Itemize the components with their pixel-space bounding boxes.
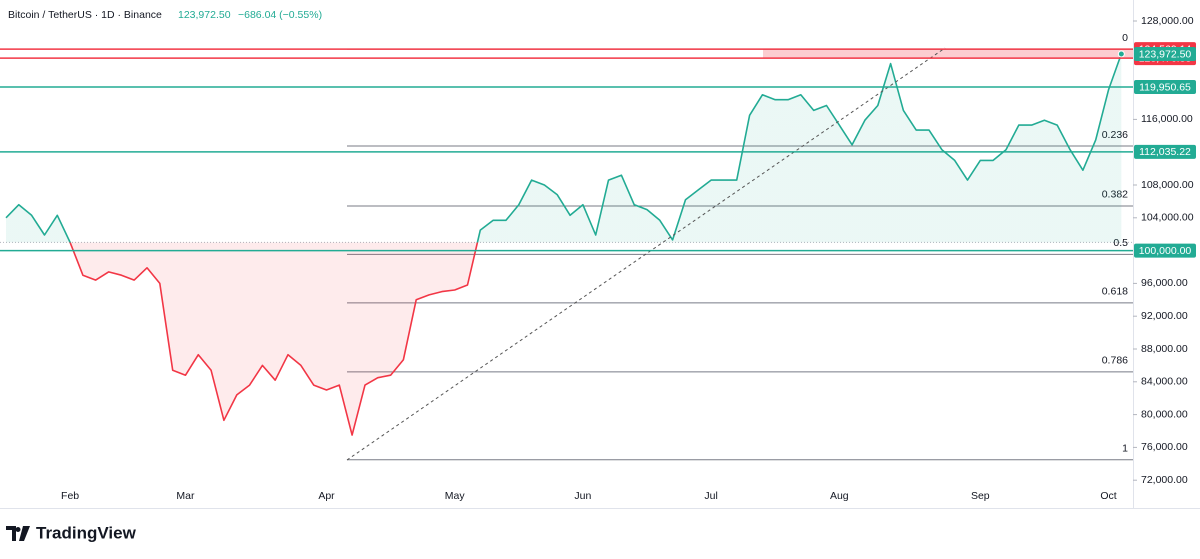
y-tick-label: 92,000.00	[1141, 310, 1188, 322]
fib-label: 1	[1122, 442, 1128, 454]
logo-icon	[6, 526, 30, 541]
level-tag	[1134, 243, 1196, 258]
level-label: 112,035.22	[1139, 146, 1191, 158]
fib-label: 0.618	[1102, 286, 1128, 298]
fib-label: 0.786	[1102, 355, 1128, 367]
y-tick-label: 72,000.00	[1141, 474, 1188, 486]
level-tag	[1134, 144, 1196, 159]
y-tick-label: 108,000.00	[1141, 179, 1194, 191]
x-tick-label: Mar	[176, 490, 195, 502]
x-tick-label: Sep	[971, 490, 990, 502]
brand: TradingView	[36, 523, 137, 542]
area	[6, 54, 1122, 436]
header-change: −686.04 (−0.55%)	[238, 9, 322, 21]
price-tag	[1134, 47, 1196, 62]
x-tick-label: Jun	[574, 490, 591, 502]
fib-label: 0	[1122, 32, 1128, 44]
x-tick-label: Feb	[61, 490, 79, 502]
symbol: Bitcoin / TetherUS · 1D · Binance	[8, 9, 162, 21]
y-tick-label: 80,000.00	[1141, 408, 1188, 420]
level-zone	[763, 49, 1133, 59]
trend-line	[346, 47, 946, 461]
y-tick-label: 84,000.00	[1141, 376, 1188, 388]
y-tick-label: 96,000.00	[1141, 277, 1188, 289]
last-point	[1117, 50, 1125, 58]
x-tick-label: May	[445, 490, 466, 502]
y-tick-label: 116,000.00	[1141, 113, 1193, 125]
y-tick-label: 128,000.00	[1141, 15, 1194, 27]
level-tag	[1134, 79, 1196, 94]
logo	[6, 526, 30, 541]
overlay: 124,569.14123,476.83119,950.65112,035.22…	[0, 42, 1196, 258]
price-tag-label: 123,972.50	[1139, 48, 1192, 60]
x-tick-label: Jul	[704, 490, 717, 502]
header-price: 123,972.50	[178, 9, 231, 21]
level-label: 119,950.65	[1139, 81, 1191, 93]
x-tick-label: Oct	[1100, 490, 1116, 502]
y-tick-label: 76,000.00	[1141, 441, 1188, 453]
x-tick-label: Apr	[318, 490, 335, 502]
level-label: 100,000.00	[1139, 245, 1192, 257]
y-tick-label: 88,000.00	[1141, 343, 1188, 355]
x-tick-label: Aug	[830, 490, 849, 502]
y-tick-label: 104,000.00	[1141, 212, 1194, 224]
price-line	[5, 53, 1123, 436]
